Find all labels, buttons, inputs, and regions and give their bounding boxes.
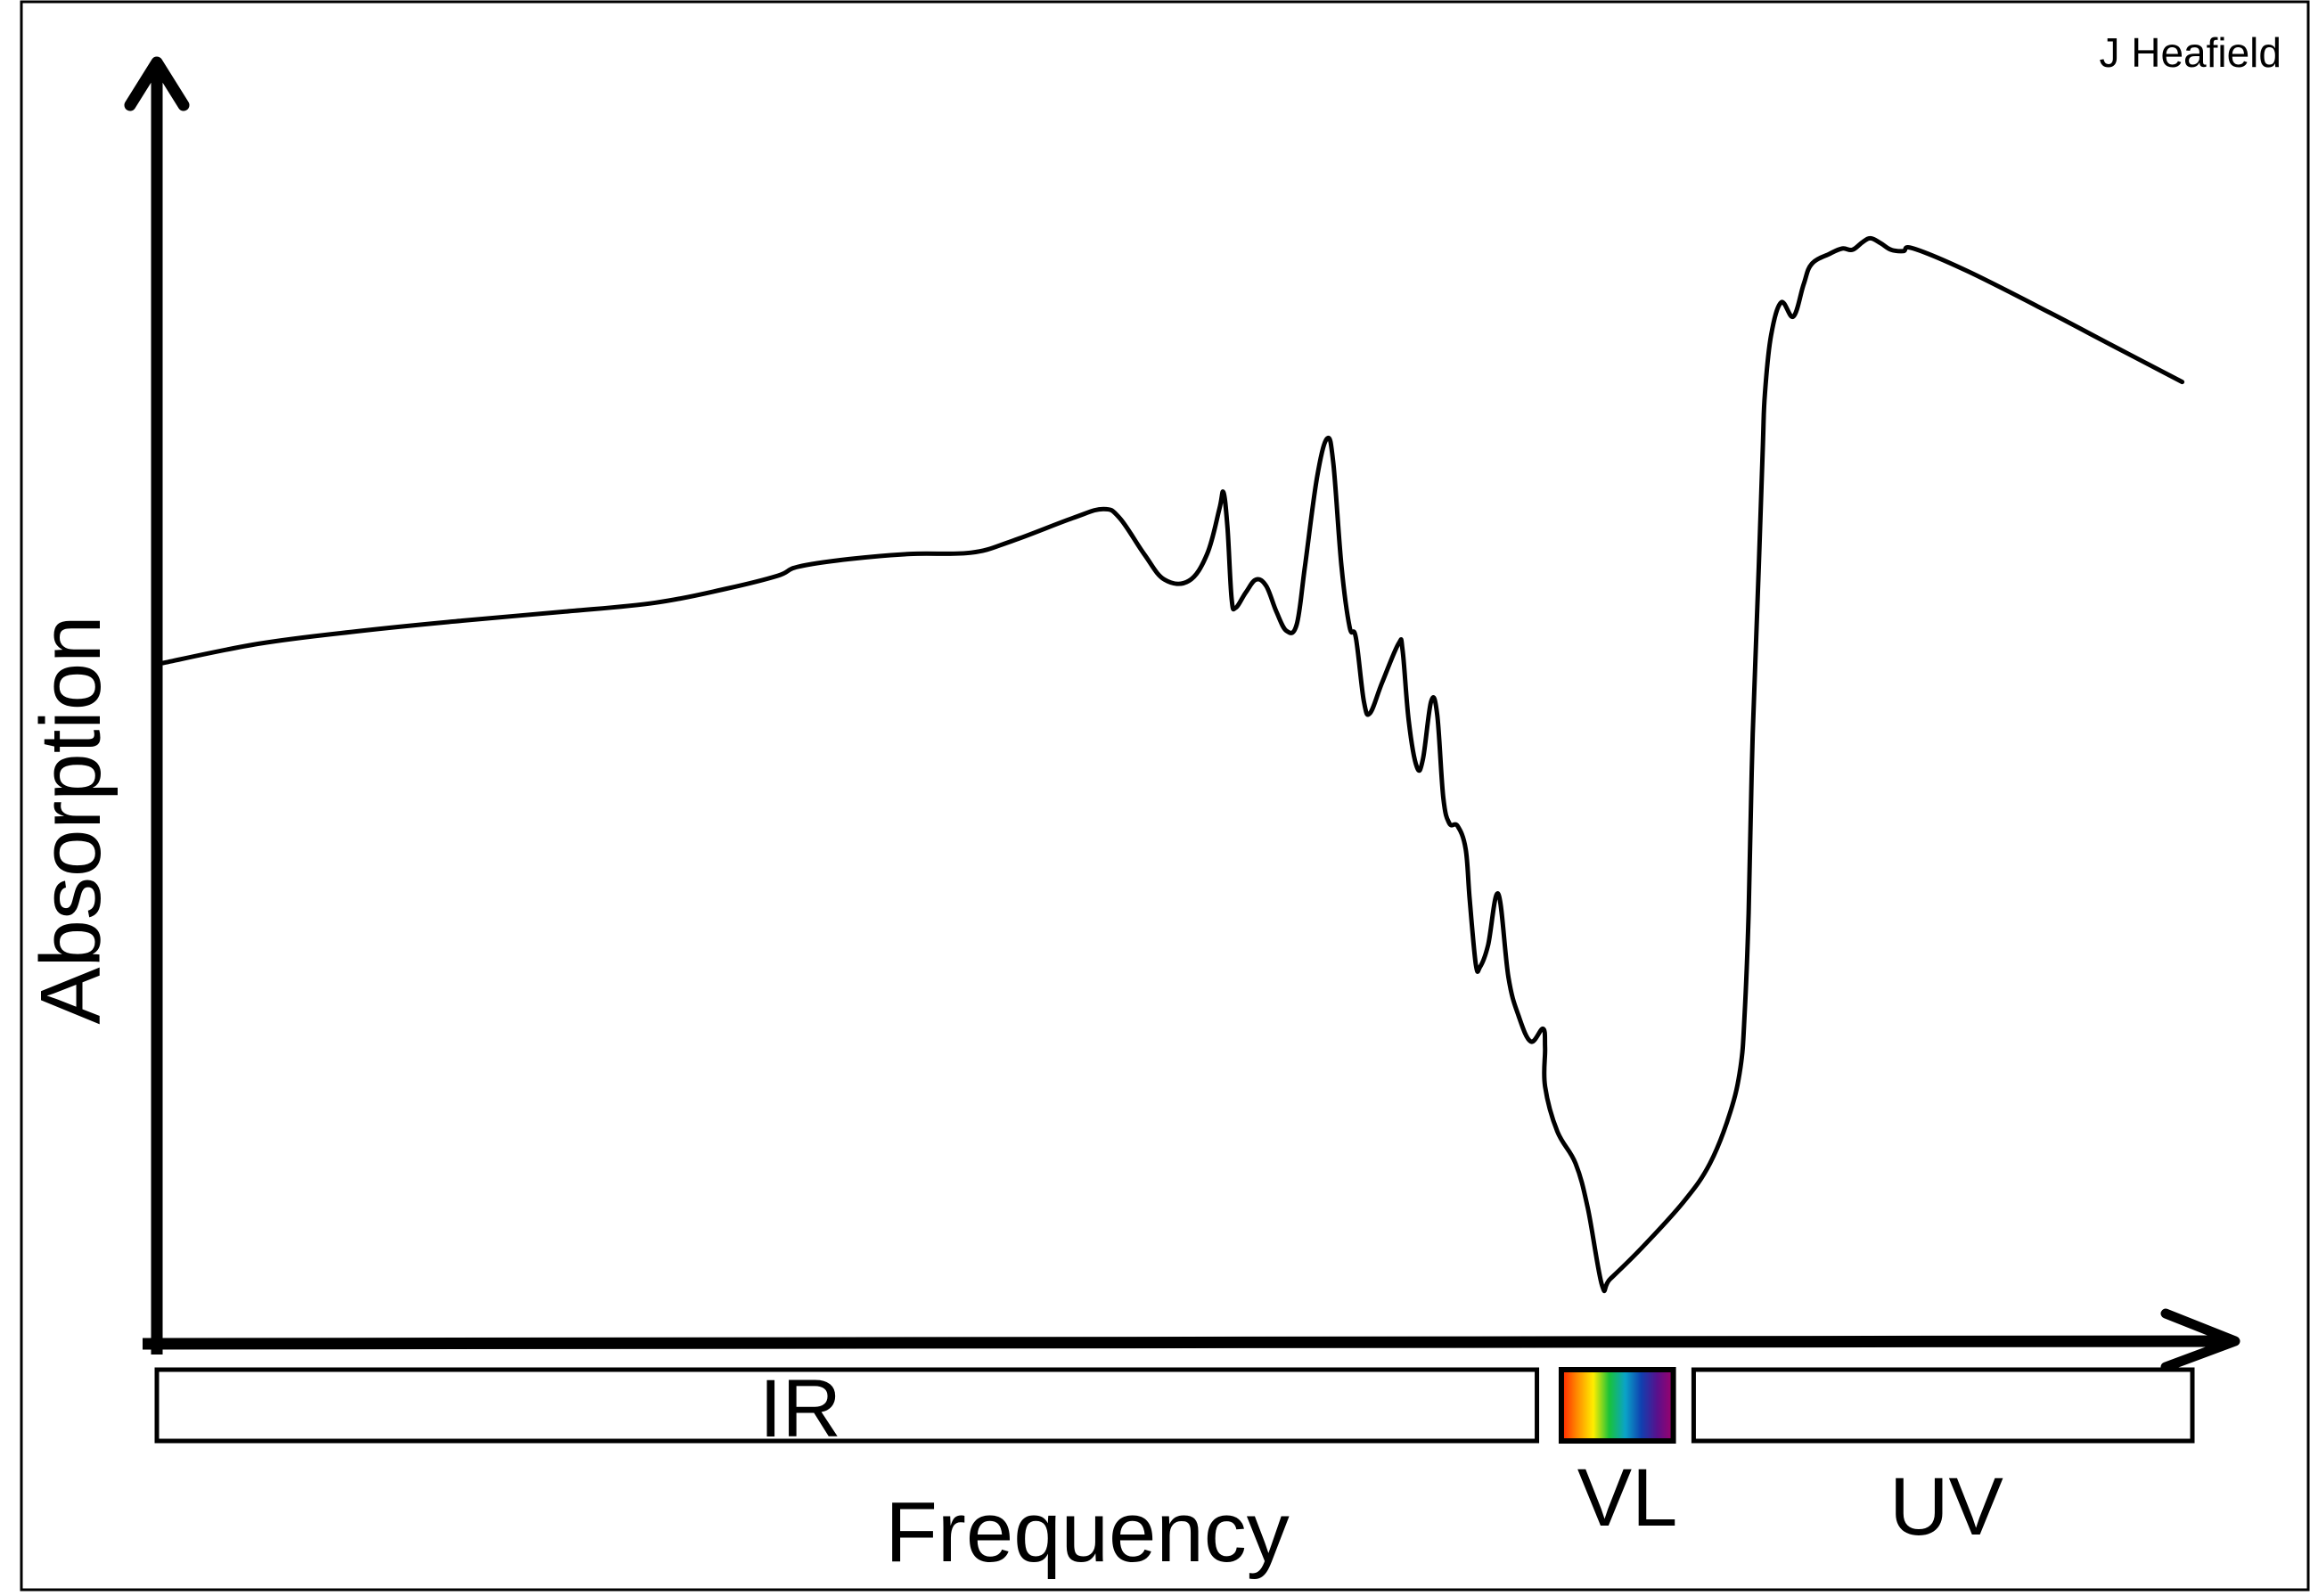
series-group xyxy=(160,235,2185,1293)
chart-frame xyxy=(20,0,2310,1592)
x-axis-label: Frequency xyxy=(885,1485,1290,1580)
band-vl xyxy=(1558,1367,1676,1444)
band-ir xyxy=(154,1367,1540,1444)
y-axis-label: Absorption xyxy=(23,616,119,1025)
credit-label: J Heafield xyxy=(2099,29,2281,76)
x-axis-line xyxy=(142,1335,2229,1350)
band-label-ir: IR xyxy=(759,1363,841,1454)
band-uv xyxy=(1691,1367,2195,1444)
band-label-uv: UV xyxy=(1889,1461,2003,1552)
y-axis-arrowhead xyxy=(124,56,190,111)
absorption-series-line xyxy=(160,235,2185,1293)
band-label-vl: VL xyxy=(1577,1453,1678,1543)
frequency-bands: IR VL UV xyxy=(154,1363,2195,1552)
x-axis-arrowhead xyxy=(2160,1308,2240,1372)
